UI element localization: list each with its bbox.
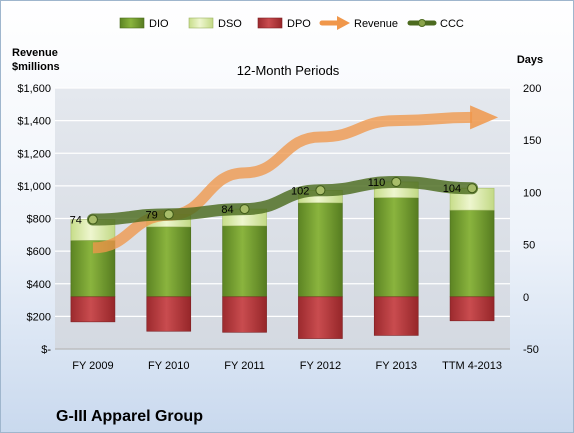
bar-dio xyxy=(298,202,343,298)
left-tick-label: $1,200 xyxy=(17,148,51,160)
right-tick-label: -50 xyxy=(523,344,539,356)
bar-dpo xyxy=(373,296,419,336)
legend-swatch-dpo xyxy=(257,17,283,29)
category-label: FY 2009 xyxy=(72,360,113,372)
category-label: FY 2010 xyxy=(148,360,189,372)
ccc-marker xyxy=(467,183,478,194)
bar-dio xyxy=(373,197,419,298)
ccc-marker xyxy=(315,185,326,196)
legend-label-ccc: CCC xyxy=(440,18,464,30)
legend-label-revenue: Revenue xyxy=(354,18,398,30)
ccc-data-label: 110 xyxy=(368,177,386,189)
bar-dio xyxy=(222,225,267,298)
ccc-line xyxy=(86,175,479,226)
legend-label-dso: DSO xyxy=(218,18,242,30)
left-tick-label: $- xyxy=(41,344,51,356)
bar-dpo xyxy=(449,296,495,322)
left-tick-label: $600 xyxy=(27,246,51,258)
left-tick-label: $1,600 xyxy=(17,83,51,95)
bar-dpo xyxy=(298,296,343,339)
left-axis-label-line2: $millions xyxy=(12,61,60,73)
ccc-marker xyxy=(163,209,174,220)
legend: DIO DSO DPO Revenue CCC xyxy=(119,16,464,30)
ccc-data-label: 102 xyxy=(291,185,309,197)
right-tick-label: 0 xyxy=(523,292,529,304)
category-labels: FY 2009 FY 2010 FY 2011 FY 2012 FY 2013 TTM 4… xyxy=(72,360,502,372)
left-tick-label: $400 xyxy=(27,279,51,291)
right-tick-label: 200 xyxy=(523,83,541,95)
category-label: FY 2011 xyxy=(224,360,265,372)
legend-label-dpo: DPO xyxy=(287,18,311,30)
bar-dpo xyxy=(222,296,267,333)
right-axis-ticks: -50 0 50 100 150 200 xyxy=(523,83,541,356)
legend-line-icon xyxy=(407,19,437,27)
right-tick-label: 50 xyxy=(523,240,535,252)
ccc-data-label: 79 xyxy=(146,209,158,221)
chart-title: 12-Month Periods xyxy=(237,63,340,78)
legend-swatch-dio xyxy=(119,17,145,29)
company-name: G-III Apparel Group xyxy=(56,408,203,425)
ccc-data-label: 104 xyxy=(443,183,461,195)
ccc-marker xyxy=(391,176,402,187)
left-axis-label-line1: Revenue xyxy=(12,47,58,59)
category-label: FY 2013 xyxy=(376,360,417,372)
left-tick-label: $1,000 xyxy=(17,181,51,193)
left-tick-label: $1,400 xyxy=(17,116,51,128)
right-tick-label: 150 xyxy=(523,135,541,147)
ccc-data-label: 74 xyxy=(70,215,82,227)
revenue-arrowhead xyxy=(470,105,499,130)
left-tick-label: $800 xyxy=(27,214,51,226)
left-tick-label: $200 xyxy=(27,311,51,323)
right-tick-label: 100 xyxy=(523,187,541,199)
category-label: FY 2012 xyxy=(300,360,341,372)
ccc-series: 74 79 84 102 110 104 xyxy=(70,175,479,227)
legend-swatch-dso xyxy=(188,17,214,29)
left-axis-ticks: $- $200 $400 $600 $800 $1,000 $1,200 $1,400 $1,6… xyxy=(17,83,51,356)
bar-dpo xyxy=(146,296,192,332)
ccc-marker xyxy=(239,204,250,215)
legend-arrow-icon xyxy=(319,16,350,30)
right-axis-label: Days xyxy=(517,54,543,66)
category-label: TTM 4-2013 xyxy=(442,360,502,372)
bar-dio xyxy=(449,209,495,298)
legend-label-dio: DIO xyxy=(149,18,169,30)
ccc-data-label: 84 xyxy=(221,204,233,216)
bar-dio xyxy=(146,226,192,298)
bar-dpo xyxy=(70,296,116,323)
ccc-marker xyxy=(87,214,98,225)
